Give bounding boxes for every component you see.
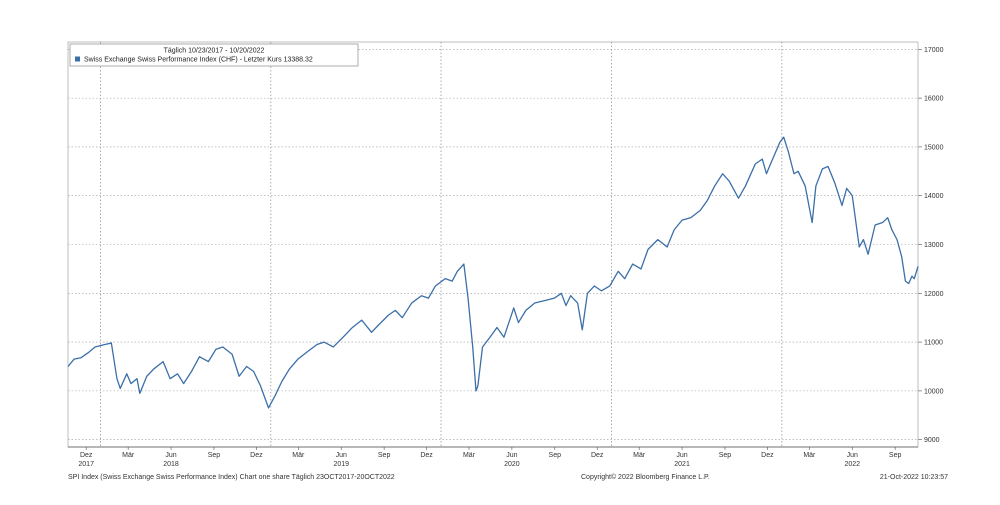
footer-source: SPI Index (Swiss Exchange Swiss Performa… xyxy=(68,474,395,481)
y-tick-label: 13000 xyxy=(924,242,944,249)
x-tick-label: Mär xyxy=(633,452,646,459)
legend-box xyxy=(69,43,359,67)
x-tick-label: Dez xyxy=(761,452,774,459)
series xyxy=(67,136,919,409)
x-tick-label: Sep xyxy=(208,452,221,459)
x-year-label: 2017 xyxy=(78,461,94,468)
footer-timestamp: 21-Oct-2022 10:23:57 xyxy=(880,474,948,481)
x-tick-label: Sep xyxy=(378,452,391,459)
x-year-label: 2020 xyxy=(504,461,520,468)
x-tick-label: Mär xyxy=(292,452,305,459)
y-tick-label: 9000 xyxy=(924,437,940,444)
x-tick-label: Jun xyxy=(676,452,687,459)
x-tick-label: Jun xyxy=(165,452,176,459)
x-tick-label: Dez xyxy=(250,452,263,459)
grid xyxy=(67,41,919,448)
x-tick-label: Jun xyxy=(336,452,347,459)
x-tick-label: Jun xyxy=(847,452,858,459)
x-year-label: 2019 xyxy=(333,461,349,468)
x-tick-label: Mär xyxy=(463,452,476,459)
legend-entry: Swiss Exchange Swiss Performance Index (… xyxy=(84,57,313,64)
legend-swatch xyxy=(75,56,80,62)
x-tick-label: Sep xyxy=(889,452,902,459)
x-tick-label: Dez xyxy=(420,452,433,459)
x-tick-label: Mär xyxy=(803,452,816,459)
x-tick-label: Sep xyxy=(549,452,562,459)
x-tick-label: Dez xyxy=(591,452,604,459)
x-tick-label: Sep xyxy=(719,452,732,459)
legend-period: Täglich 10/23/2017 - 10/20/2022 xyxy=(164,48,265,55)
axes: 9000 10000 11000 12000 13000 14000 15000 16000 1… xyxy=(68,47,944,468)
x-year-label: 2021 xyxy=(674,461,690,468)
y-tick-label: 17000 xyxy=(924,47,944,54)
x-tick-label: Mär xyxy=(122,452,135,459)
y-tick-label: 11000 xyxy=(924,340,943,347)
legend: Täglich 10/23/2017 - 10/20/2022 Swiss Ex… xyxy=(69,43,359,67)
y-tick-label: 14000 xyxy=(924,193,944,200)
x-year-label: 2018 xyxy=(163,461,179,468)
x-tick-label: Jun xyxy=(506,452,517,459)
footer-copyright: Copyright© 2022 Bloomberg Finance L.P. xyxy=(581,473,710,481)
x-year-label: 2022 xyxy=(844,461,860,468)
footer: SPI Index (Swiss Exchange Swiss Performa… xyxy=(68,473,948,481)
y-tick-label: 10000 xyxy=(924,388,944,395)
y-tick-label: 16000 xyxy=(924,96,944,103)
series-line xyxy=(67,136,919,409)
y-tick-label: 15000 xyxy=(924,144,944,151)
x-tick-label: Dez xyxy=(80,452,93,459)
y-tick-label: 12000 xyxy=(924,291,944,298)
